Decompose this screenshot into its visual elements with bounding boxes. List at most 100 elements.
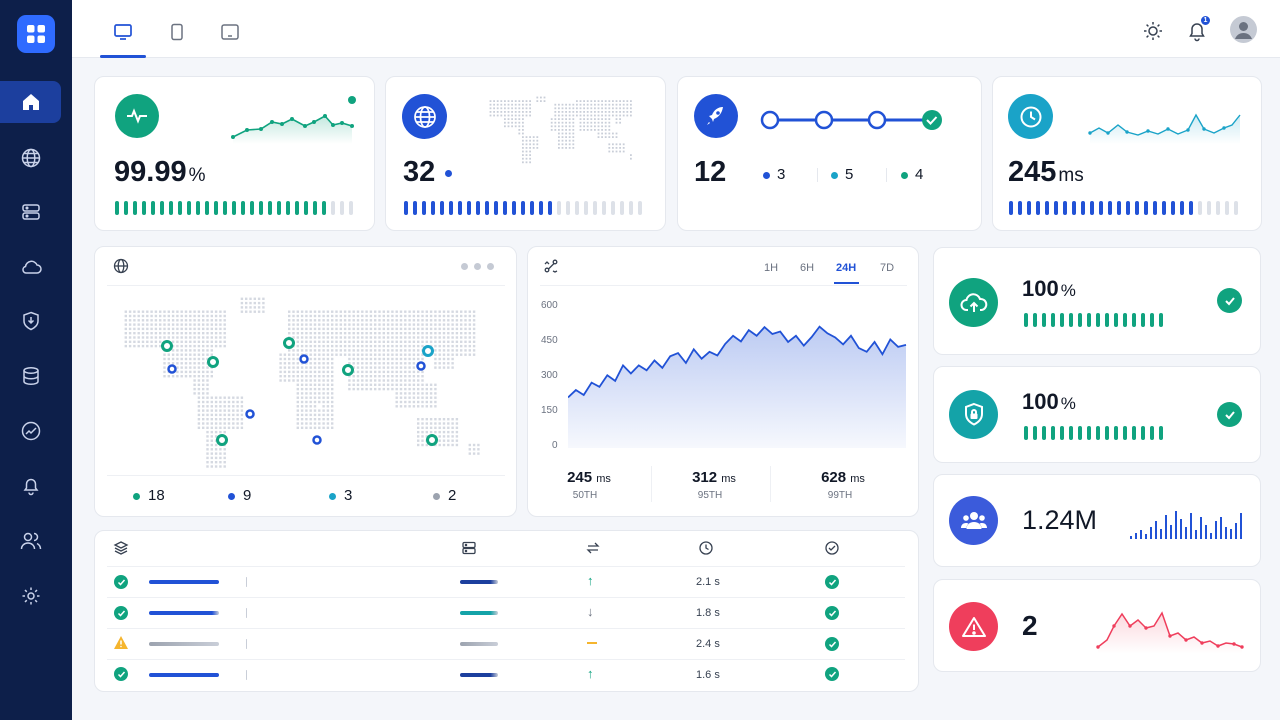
nav-security[interactable] bbox=[0, 300, 61, 342]
clock-icon bbox=[1008, 94, 1053, 139]
nav-alerts[interactable] bbox=[0, 465, 61, 507]
map-dot bbox=[374, 353, 377, 356]
map-dot bbox=[438, 357, 441, 361]
map-dot bbox=[472, 448, 476, 451]
nav-database[interactable] bbox=[0, 355, 61, 397]
nav-cloud[interactable] bbox=[0, 246, 61, 288]
map-marker[interactable] bbox=[245, 409, 255, 419]
tab-6h[interactable]: 6H bbox=[800, 262, 815, 274]
map-dot bbox=[249, 301, 252, 305]
map-dot bbox=[408, 405, 411, 408]
tab-7d[interactable]: 7D bbox=[880, 262, 895, 274]
bar-segment bbox=[1099, 201, 1103, 215]
map-marker[interactable] bbox=[426, 434, 438, 446]
map-dot bbox=[154, 314, 158, 318]
map-dot bbox=[146, 332, 149, 335]
map-dot bbox=[296, 336, 299, 339]
map-dot bbox=[309, 319, 312, 322]
map-dot bbox=[529, 143, 531, 146]
map-dot bbox=[550, 129, 553, 131]
more-options-icon[interactable] bbox=[461, 263, 494, 270]
map-dot bbox=[565, 129, 567, 131]
check-icon bbox=[825, 667, 839, 681]
tab-tablet[interactable] bbox=[163, 18, 191, 46]
map-dot bbox=[399, 392, 403, 395]
nav-servers[interactable] bbox=[0, 191, 61, 233]
tab-desktop[interactable] bbox=[109, 18, 137, 46]
map-dot bbox=[421, 430, 424, 434]
map-dot bbox=[331, 327, 334, 331]
map-dot bbox=[554, 111, 557, 113]
map-dot bbox=[197, 418, 201, 421]
map-dot bbox=[322, 375, 325, 378]
nav-network[interactable] bbox=[0, 137, 61, 179]
map-dot bbox=[619, 114, 621, 117]
tab-24h[interactable]: 24H bbox=[836, 262, 857, 274]
nav-analytics[interactable] bbox=[0, 410, 61, 452]
map-marker[interactable] bbox=[299, 354, 309, 364]
map-marker[interactable] bbox=[312, 435, 322, 445]
map-marker[interactable] bbox=[416, 361, 426, 371]
nav-users[interactable] bbox=[0, 520, 61, 562]
map-dot bbox=[210, 422, 213, 425]
map-marker[interactable] bbox=[161, 340, 173, 352]
map-dot bbox=[522, 118, 524, 120]
bar-segment bbox=[313, 201, 317, 215]
map-dot bbox=[447, 353, 450, 356]
map-marker[interactable] bbox=[207, 356, 219, 368]
grid-icon[interactable] bbox=[17, 15, 55, 53]
map-dot bbox=[292, 314, 295, 318]
map-dot bbox=[193, 387, 196, 391]
map-dot bbox=[451, 439, 454, 442]
map-dot bbox=[442, 310, 446, 313]
map-dot bbox=[133, 344, 136, 348]
map-dot bbox=[326, 409, 330, 412]
map-dot bbox=[292, 362, 295, 365]
tab-1h[interactable]: 1H bbox=[764, 262, 779, 274]
map-marker[interactable] bbox=[167, 364, 177, 374]
nav-settings[interactable] bbox=[0, 575, 61, 617]
avatar[interactable] bbox=[1230, 16, 1257, 43]
map-dot bbox=[594, 103, 596, 106]
map-dot bbox=[309, 418, 312, 421]
server-bar bbox=[460, 642, 498, 646]
map-dot bbox=[468, 332, 471, 335]
users-icon bbox=[20, 532, 41, 550]
map-dot bbox=[163, 375, 166, 378]
sun-icon[interactable] bbox=[1143, 21, 1163, 46]
map-dot bbox=[197, 387, 201, 391]
map-dot bbox=[425, 435, 428, 438]
map-dot bbox=[518, 118, 521, 120]
map-dot bbox=[412, 387, 416, 391]
map-dot bbox=[356, 323, 360, 326]
bar-segment bbox=[1216, 201, 1220, 215]
map-dot bbox=[438, 340, 441, 343]
map-dot bbox=[590, 103, 593, 106]
map-marker[interactable] bbox=[422, 345, 434, 357]
map-dot bbox=[257, 297, 261, 300]
map-dot bbox=[421, 387, 424, 391]
map-dot bbox=[434, 392, 437, 395]
map-marker[interactable] bbox=[283, 337, 295, 349]
tab-tablet-landscape[interactable] bbox=[216, 18, 244, 46]
bar-segment bbox=[1189, 201, 1193, 215]
nav-home[interactable] bbox=[0, 81, 61, 123]
map-dot bbox=[404, 332, 407, 335]
map-dot bbox=[176, 362, 179, 365]
map-dot bbox=[630, 114, 632, 117]
map-dot bbox=[206, 430, 209, 434]
map-dot bbox=[391, 353, 394, 356]
latency-value: 245 ms bbox=[1008, 156, 1084, 188]
map-dot bbox=[455, 435, 459, 438]
map-dot bbox=[369, 310, 373, 313]
map-dot bbox=[322, 383, 325, 386]
bar-segment bbox=[223, 201, 227, 215]
jobs-table-card[interactable] bbox=[94, 530, 919, 692]
map-dot bbox=[447, 336, 450, 339]
map-dot bbox=[455, 336, 459, 339]
map-marker[interactable] bbox=[342, 364, 354, 376]
map-marker[interactable] bbox=[216, 434, 228, 446]
notifications-bell-icon[interactable] bbox=[1187, 20, 1207, 47]
map-dot bbox=[608, 121, 611, 124]
map-dot bbox=[511, 114, 513, 117]
